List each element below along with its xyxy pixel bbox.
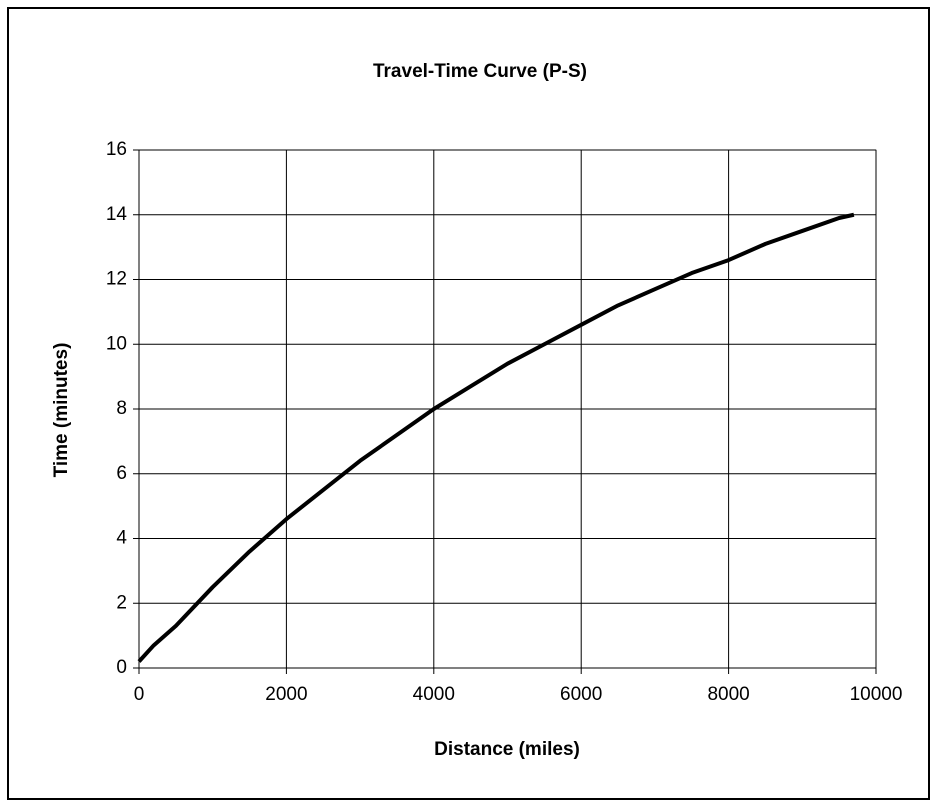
y-tick-label: 12 — [106, 269, 127, 290]
x-tick-label: 10000 — [850, 684, 903, 705]
x-axis-label: Distance (miles) — [434, 739, 580, 760]
x-tick-label: 0 — [134, 684, 145, 705]
y-tick-label: 14 — [106, 204, 128, 225]
x-tick-label: 4000 — [413, 684, 455, 705]
data-line — [137, 212, 855, 663]
y-tick-label: 0 — [116, 657, 127, 678]
y-tick-label: 16 — [106, 139, 127, 160]
y-axis-label: Time (minutes) — [51, 343, 72, 478]
y-tick-label: 8 — [116, 398, 127, 419]
chart-title: Travel-Time Curve (P-S) — [373, 61, 587, 82]
x-tick-label: 8000 — [707, 684, 749, 705]
y-tick-label: 2 — [116, 592, 127, 613]
y-tick-label: 4 — [116, 528, 127, 549]
y-tick-label: 10 — [106, 333, 127, 354]
x-tick-label: 6000 — [560, 684, 602, 705]
y-tick-label: 6 — [116, 463, 127, 484]
x-tick-label: 2000 — [265, 684, 307, 705]
